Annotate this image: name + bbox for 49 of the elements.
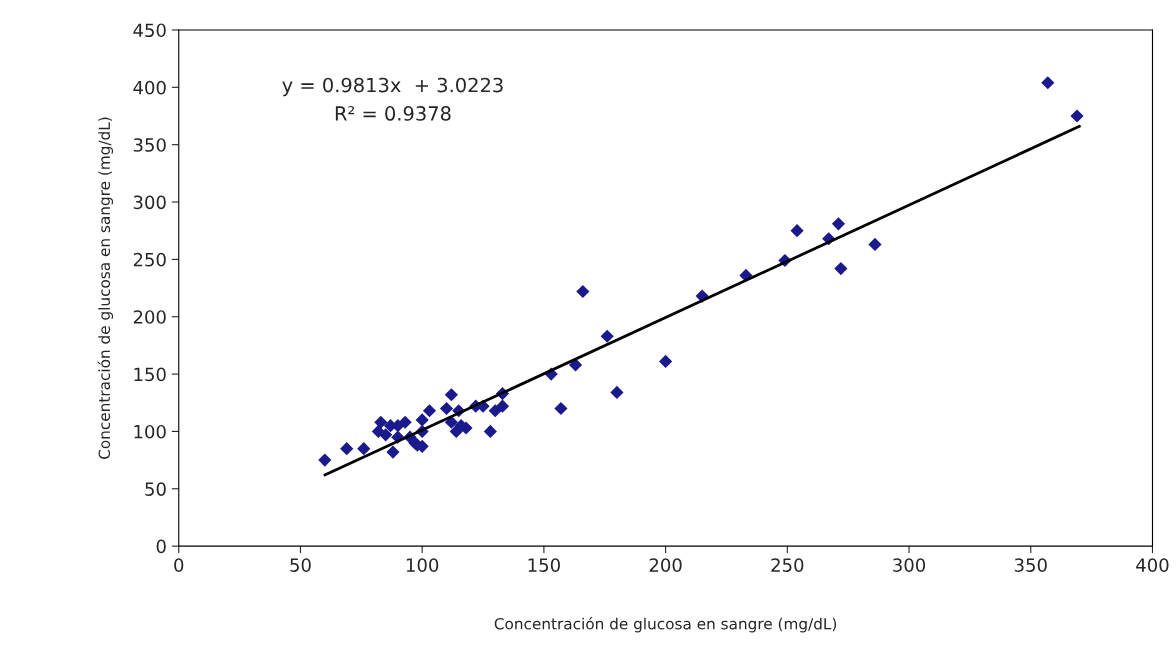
x-tick-label: 150 bbox=[528, 558, 560, 572]
y-tick-label: 150 bbox=[134, 367, 166, 382]
point bbox=[357, 442, 371, 456]
annotation: R² = 0.9378 bbox=[335, 106, 451, 121]
point bbox=[576, 284, 590, 299]
x-tick-label: 250 bbox=[771, 558, 804, 572]
point bbox=[374, 415, 388, 429]
annotation: y = 0.9813x + 3.0223 bbox=[282, 77, 503, 97]
x-tick-label: 350 bbox=[1014, 558, 1047, 572]
point bbox=[739, 268, 753, 283]
point bbox=[659, 354, 673, 369]
y-tick-label: 300 bbox=[133, 195, 166, 210]
point bbox=[554, 401, 568, 416]
point bbox=[439, 401, 454, 416]
point bbox=[422, 404, 437, 418]
point bbox=[610, 385, 624, 400]
point bbox=[495, 399, 510, 413]
y-axis-title: Concentración de glucosa en sangre (mg/dL) bbox=[97, 117, 114, 459]
point bbox=[488, 404, 502, 418]
point bbox=[834, 261, 848, 276]
point bbox=[868, 237, 882, 252]
point bbox=[371, 424, 385, 439]
y-tick-label: 350 bbox=[133, 138, 166, 152]
point bbox=[1070, 109, 1084, 123]
point bbox=[790, 224, 804, 238]
point bbox=[318, 453, 332, 467]
point bbox=[600, 329, 614, 343]
point bbox=[444, 415, 458, 429]
y-tick-label: 450 bbox=[133, 23, 166, 38]
x-tick-label: 300 bbox=[893, 558, 926, 572]
y-tick-label: 400 bbox=[133, 80, 166, 95]
x-tick-label: 200 bbox=[649, 558, 682, 572]
x-axis-title: Concentración de glucosa en sangre (mg/dL) bbox=[494, 617, 837, 633]
point bbox=[386, 445, 400, 459]
x-tick-label: 50 bbox=[290, 558, 311, 572]
y-tick-label: 100 bbox=[134, 424, 166, 439]
point bbox=[340, 442, 354, 456]
y-tick-label: 200 bbox=[133, 310, 166, 324]
point bbox=[1041, 76, 1055, 90]
x-tick-label: 0 bbox=[174, 558, 184, 572]
point bbox=[831, 217, 846, 231]
y-tick-label: 250 bbox=[133, 252, 166, 267]
x-tick-label: 400 bbox=[1136, 558, 1169, 572]
point bbox=[483, 424, 497, 439]
y-tick-label: 0 bbox=[156, 539, 166, 554]
point bbox=[415, 413, 429, 427]
x-tick-label: 100 bbox=[406, 558, 439, 572]
point bbox=[444, 388, 458, 402]
y-tick-label: 50 bbox=[145, 482, 166, 496]
